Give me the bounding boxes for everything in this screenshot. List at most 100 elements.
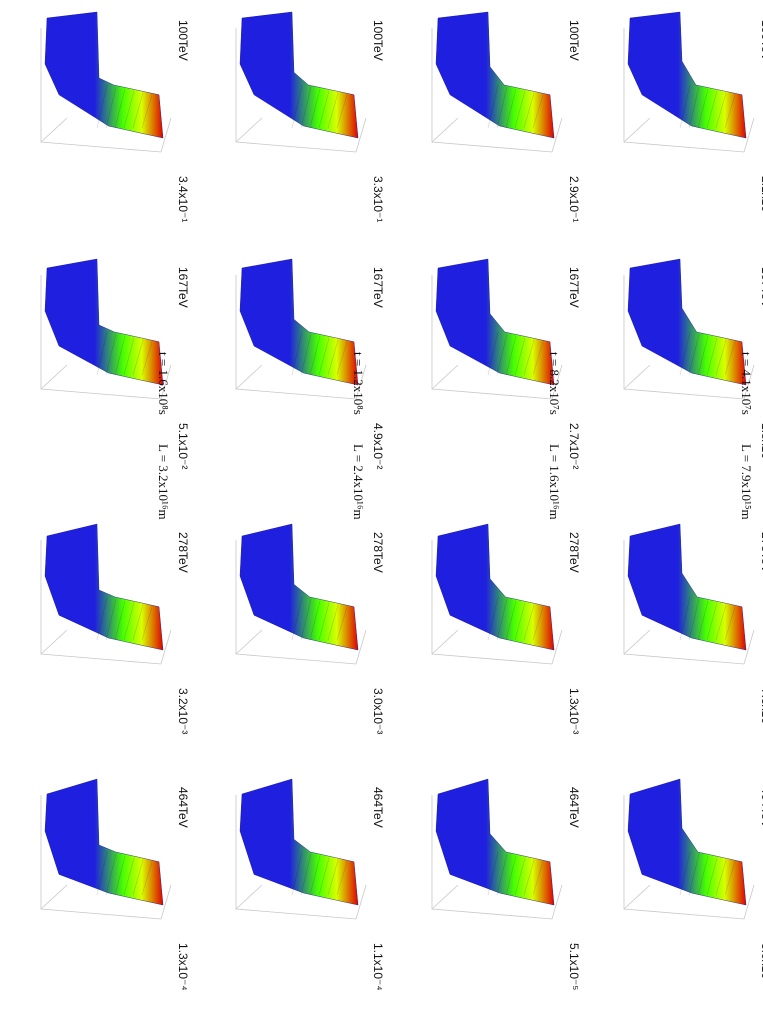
mesh-line bbox=[523, 859, 535, 896]
mesh-line bbox=[505, 88, 517, 129]
plot-box bbox=[235, 540, 367, 665]
mesh-line bbox=[496, 333, 508, 376]
mesh-line bbox=[679, 331, 691, 376]
mesh-line bbox=[706, 857, 718, 896]
mesh-line bbox=[496, 86, 508, 129]
mesh-line bbox=[532, 94, 544, 129]
mesh-line bbox=[715, 604, 727, 641]
mesh-line bbox=[336, 861, 348, 896]
value-label: 3.0x10⁻³ bbox=[371, 688, 385, 734]
mesh-line bbox=[697, 600, 709, 641]
value-label: 5.1x10⁻² bbox=[176, 423, 190, 469]
mesh-line bbox=[141, 94, 153, 129]
plot-box-edge bbox=[235, 364, 263, 390]
distance-caption: L = 3.2x10¹⁶m bbox=[156, 444, 171, 520]
mesh-line bbox=[487, 851, 499, 896]
plot-box-edge bbox=[623, 117, 651, 143]
mesh-line bbox=[132, 604, 144, 641]
value-label: 3.2x10⁻³ bbox=[176, 688, 190, 734]
surface-mesh bbox=[435, 778, 555, 906]
mesh-line bbox=[123, 337, 135, 376]
plot-box-edge bbox=[40, 117, 68, 143]
mesh-line bbox=[505, 600, 517, 641]
surface-panel: 167TeV 1.8x10⁻² bbox=[623, 258, 763, 469]
value-label: 4.9x10⁻² bbox=[371, 423, 385, 469]
mesh-line bbox=[300, 333, 312, 376]
mesh-line bbox=[514, 337, 526, 376]
mesh-line bbox=[105, 86, 117, 129]
mesh-line bbox=[706, 90, 718, 129]
energy-label: 278TeV bbox=[759, 532, 763, 573]
mesh-line bbox=[496, 598, 508, 641]
mesh-line bbox=[724, 341, 736, 376]
mesh-line bbox=[132, 339, 144, 376]
plot-box bbox=[235, 795, 367, 920]
mesh-line bbox=[309, 855, 321, 896]
mesh-line bbox=[688, 86, 700, 129]
surface-panel: 167TeV 4.9x10⁻² bbox=[235, 258, 385, 469]
energy-label: 100TeV bbox=[567, 20, 581, 61]
mesh-line bbox=[697, 88, 709, 129]
mesh-line bbox=[141, 606, 153, 641]
energy-label: 100TeV bbox=[176, 20, 190, 61]
surface-panel: 464TeV 1.3x10⁻⁴ bbox=[40, 778, 190, 991]
energy-label: 464TeV bbox=[759, 787, 763, 828]
surface-panel: 167TeV 5.1x10⁻² bbox=[40, 258, 190, 469]
mesh-line bbox=[697, 335, 709, 376]
mesh-line bbox=[105, 853, 117, 896]
surface-panel: 278TeV 3.2x10⁻³ bbox=[40, 523, 190, 734]
surface-mesh bbox=[435, 523, 555, 651]
mesh-line bbox=[514, 857, 526, 896]
mesh-line bbox=[523, 92, 535, 129]
mesh-line bbox=[523, 339, 535, 376]
mesh-line bbox=[300, 86, 312, 129]
value-label: 2.7x10⁻² bbox=[567, 423, 581, 469]
plot-box-edge bbox=[431, 117, 459, 143]
plot-box-edge bbox=[431, 629, 459, 655]
mesh-line bbox=[724, 861, 736, 896]
mesh-line bbox=[114, 335, 126, 376]
energy-label: 464TeV bbox=[176, 787, 190, 828]
energy-label: 278TeV bbox=[176, 532, 190, 573]
value-label: 1.8x10⁻² bbox=[759, 423, 763, 469]
mesh-line bbox=[141, 341, 153, 376]
value-label: 3.4x10⁻¹ bbox=[176, 176, 190, 222]
plot-box-edge bbox=[40, 884, 68, 910]
distance-caption: L = 1.6x10¹⁶m bbox=[547, 444, 562, 520]
mesh-line bbox=[487, 596, 499, 641]
value-label: 1.3x10⁻⁴ bbox=[176, 943, 190, 991]
mesh-line bbox=[715, 339, 727, 376]
mesh-line bbox=[505, 335, 517, 376]
surface-mesh bbox=[44, 258, 164, 386]
surface-mesh bbox=[44, 523, 164, 651]
surface-mesh bbox=[239, 11, 359, 139]
distance-caption: L = 2.4x10¹⁶m bbox=[351, 444, 366, 520]
mesh-line bbox=[327, 92, 339, 129]
energy-label: 167TeV bbox=[371, 267, 385, 308]
value-label: 1.3x10⁻³ bbox=[567, 688, 581, 734]
plot-box bbox=[623, 795, 755, 920]
mesh-line bbox=[291, 331, 303, 376]
plot-box-edge bbox=[431, 884, 459, 910]
mesh-line bbox=[327, 859, 339, 896]
mesh-line bbox=[715, 92, 727, 129]
mesh-line bbox=[336, 341, 348, 376]
mesh-line bbox=[514, 90, 526, 129]
mesh-line bbox=[327, 339, 339, 376]
mesh-line bbox=[318, 90, 330, 129]
plot-box bbox=[431, 275, 563, 400]
mesh-line bbox=[532, 606, 544, 641]
energy-label: 464TeV bbox=[567, 787, 581, 828]
surface-panel: 100TeV 2.9x10⁻¹ bbox=[431, 11, 581, 222]
energy-label: 278TeV bbox=[567, 532, 581, 573]
mesh-line bbox=[715, 859, 727, 896]
value-label: 1.1x10⁻⁴ bbox=[371, 943, 385, 991]
mesh-line bbox=[123, 90, 135, 129]
surface-panel: 100TeV 3.4x10⁻¹ bbox=[40, 11, 190, 222]
value-label: 3.3x10⁻¹ bbox=[371, 176, 385, 222]
mesh-line bbox=[505, 855, 517, 896]
energy-label: 100TeV bbox=[759, 20, 763, 61]
mesh-line bbox=[318, 602, 330, 641]
mesh-line bbox=[688, 853, 700, 896]
